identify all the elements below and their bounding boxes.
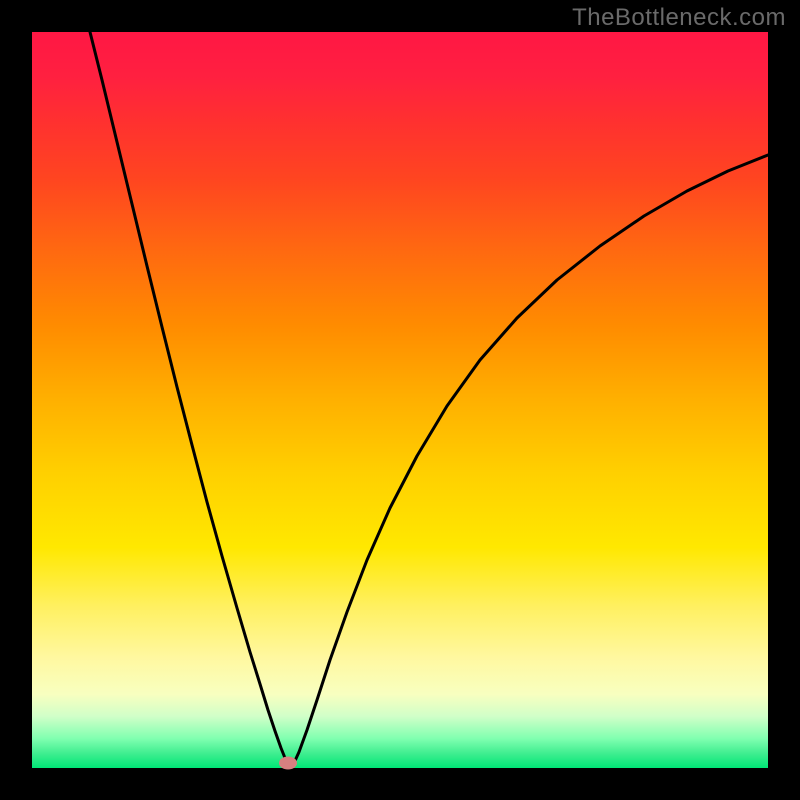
plot-area [32,32,768,768]
watermark-text: TheBottleneck.com [572,4,786,32]
optimal-point-marker [279,757,297,770]
bottleneck-curve [32,32,768,768]
chart-container: TheBottleneck.com [0,0,800,800]
